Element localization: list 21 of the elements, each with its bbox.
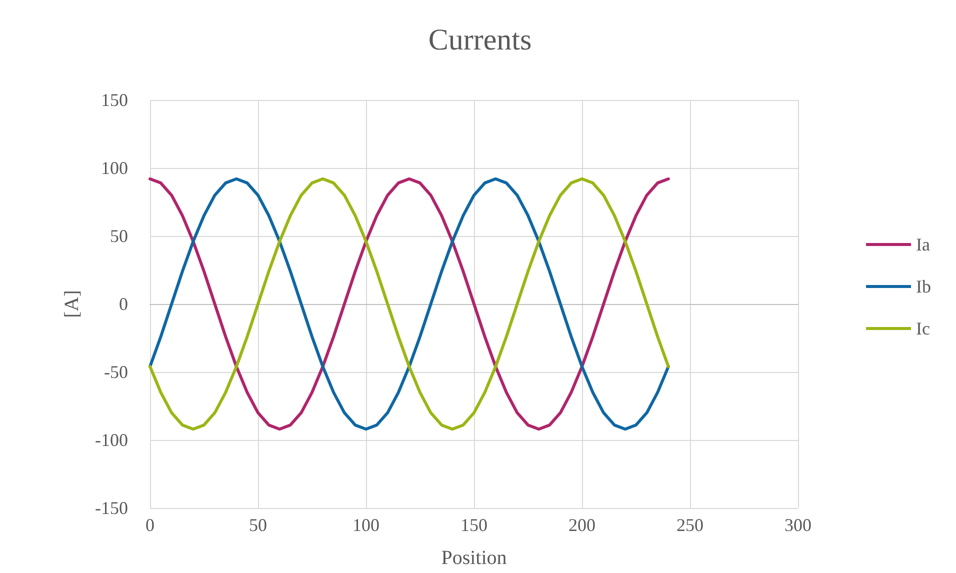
x-tick-label: 200 [568, 515, 596, 535]
y-axis-title: [A] [61, 290, 83, 318]
chart-title: Currents [428, 24, 532, 56]
x-tick-label: 300 [784, 515, 812, 535]
legend-label: Ic [916, 318, 930, 338]
y-tick-label: -50 [104, 362, 128, 382]
legend-label: Ia [916, 234, 930, 254]
x-tick-label: 50 [249, 515, 267, 535]
y-tick-label: -150 [95, 498, 128, 518]
y-tick-label: 150 [101, 90, 128, 110]
y-tick-label: -100 [95, 430, 128, 450]
y-tick-label: 0 [119, 294, 128, 314]
x-tick-label: 100 [352, 515, 380, 535]
x-tick-label: 0 [146, 515, 154, 535]
x-tick-label: 250 [676, 515, 704, 535]
y-tick-label: 50 [110, 226, 128, 246]
legend-label: Ib [916, 276, 932, 296]
y-tick-label: 100 [101, 158, 128, 178]
line-series [148, 177, 670, 431]
x-axis-title: Position [441, 547, 507, 569]
x-tick-label: 150 [460, 515, 488, 535]
